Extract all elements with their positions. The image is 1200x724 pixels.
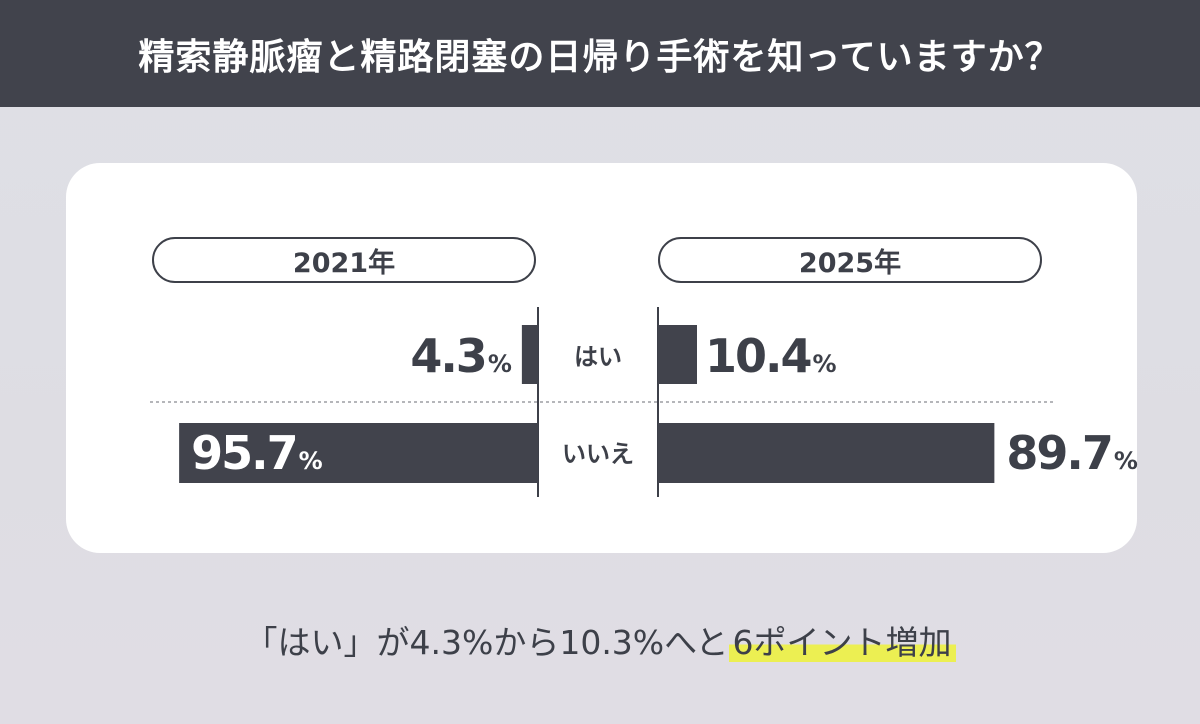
page-title: 精索静脈瘤と精路閉塞の日帰り手術を知っていますか？ bbox=[138, 36, 1062, 78]
year-label-2021: 2021年 bbox=[152, 237, 536, 283]
bar-2021-1 bbox=[179, 423, 538, 483]
chart-card bbox=[66, 163, 1137, 553]
bar-2021-0 bbox=[521, 325, 538, 384]
header-banner: 精索静脈瘤と精路閉塞の日帰り手術を知っていますか？ bbox=[0, 0, 1200, 107]
summary-highlight: 6ポイント増加 bbox=[728, 623, 956, 662]
value-label-2025-0: 10.4% bbox=[705, 329, 837, 383]
value-label-2021-0: 4.3% bbox=[410, 329, 512, 383]
summary-main: 「はい」が4.3%から10.3%へと bbox=[244, 623, 729, 662]
bar-2025-1 bbox=[658, 423, 995, 483]
category-label-1: いいえ bbox=[562, 440, 634, 468]
category-label-0: はい bbox=[574, 343, 622, 371]
value-label-2021-1: 95.7% bbox=[191, 426, 323, 480]
summary-text: 「はい」が4.3%から10.3%へと 6ポイント増加 bbox=[0, 616, 1200, 664]
bar-2025-0 bbox=[658, 325, 697, 384]
year-label-2025: 2025年 bbox=[658, 237, 1042, 283]
value-label-2025-1: 89.7% bbox=[1006, 426, 1138, 480]
